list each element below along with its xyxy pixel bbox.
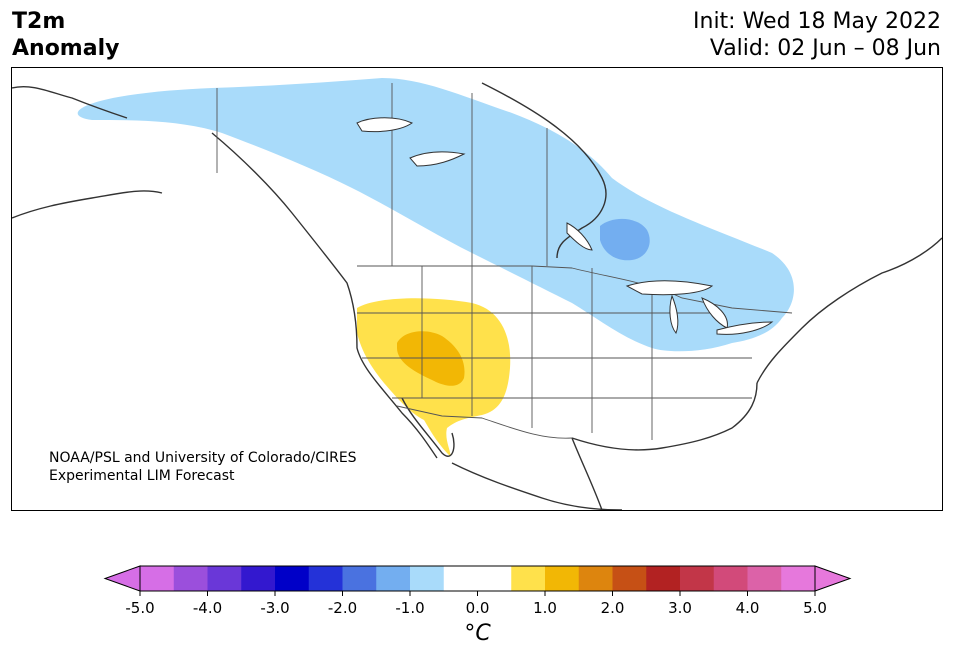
hudson-bay (481, 82, 607, 259)
map-title-line1: T2m (12, 9, 66, 34)
colorbar-bin (747, 566, 782, 591)
colorbar-under-arrow (103, 565, 141, 592)
atlantic-coast (756, 237, 942, 384)
credit-line1: NOAA/PSL and University of Colorado/CIRE… (49, 450, 357, 466)
colorbar-bin (173, 566, 208, 591)
mexico-coast (451, 437, 623, 510)
lake-erie (716, 321, 774, 335)
forecast-info: Init: Wed 18 May 2022 Valid: 02 Jun – 08… (693, 8, 941, 62)
baja-coast (401, 397, 455, 457)
colorbar-bin (241, 566, 276, 591)
lakes (356, 117, 774, 335)
colorbar-bin (680, 566, 715, 591)
colorbar-over-arrow (814, 565, 852, 592)
map-title: T2m Anomaly (12, 8, 119, 62)
cool-anomaly-core (600, 218, 650, 261)
colorbar-unit-label: °C (464, 621, 491, 646)
colorbar-bin (376, 566, 411, 591)
colorbar-tick-label: -2.0 (328, 599, 357, 617)
coastlines (12, 82, 942, 510)
credit-line2: Experimental LIM Forecast (49, 468, 235, 484)
colorbar-bin (511, 566, 546, 591)
cool-anomaly-north (77, 78, 794, 352)
credit-text: NOAA/PSL and University of Colorado/CIRE… (49, 449, 357, 485)
colorbar-tick-label: 3.0 (668, 599, 692, 617)
colorbar-bin (410, 566, 445, 591)
colorbar-bin (207, 566, 242, 591)
state-lines (357, 266, 752, 440)
init-date: Init: Wed 18 May 2022 (693, 9, 941, 34)
alaska-coast (12, 86, 163, 219)
colorbar-bin (545, 566, 580, 591)
us-mexico-border (396, 405, 573, 439)
colorbar-bin (713, 566, 748, 591)
great-bear-lake (356, 117, 413, 133)
anomaly-map (12, 68, 942, 510)
colorbar-bin (612, 566, 647, 591)
gulf-coast (571, 382, 758, 451)
valid-range: Valid: 02 Jun – 08 Jun (709, 36, 941, 61)
lake-superior (625, 280, 714, 296)
warm-anomaly-core (397, 331, 465, 386)
colorbar: -5.0 -4.0 -3.0 -2.0 -1.0 0.0 1.0 2.0 3.0 4.0 5.0 °C (103, 565, 852, 646)
colorbar-tick-label: -1.0 (395, 599, 424, 617)
colorbar-bin (443, 566, 512, 591)
colorbar-tick-label: 1.0 (533, 599, 557, 617)
colorbar-tick-label: 2.0 (601, 599, 625, 617)
colorbar-tick-label: 5.0 (803, 599, 827, 617)
lake-michigan (669, 294, 679, 334)
colorbar-bin (578, 566, 613, 591)
colorbar-bin (342, 566, 377, 591)
colorbar-tick-label: -3.0 (260, 599, 289, 617)
map-panel (11, 67, 943, 511)
borders (216, 83, 793, 440)
great-slave-lake (409, 151, 466, 167)
colorbar-tick-label: -5.0 (125, 599, 154, 617)
colorbar-tick-label: 4.0 (736, 599, 760, 617)
colorbar-bin (781, 566, 816, 591)
province-lines (216, 83, 548, 266)
map-title-line2: Anomaly (12, 36, 120, 61)
colorbar-bin (140, 566, 175, 591)
colorbar-bin (275, 566, 310, 591)
colorbar-tick-label: -4.0 (193, 599, 222, 617)
colorbar-tick-label: 0.0 (466, 599, 490, 617)
colorbar-bin (308, 566, 343, 591)
pacific-coast (211, 132, 438, 459)
us-canada-border (357, 265, 793, 314)
lake-winnipeg (566, 222, 593, 251)
colorbar-bin (646, 566, 681, 591)
